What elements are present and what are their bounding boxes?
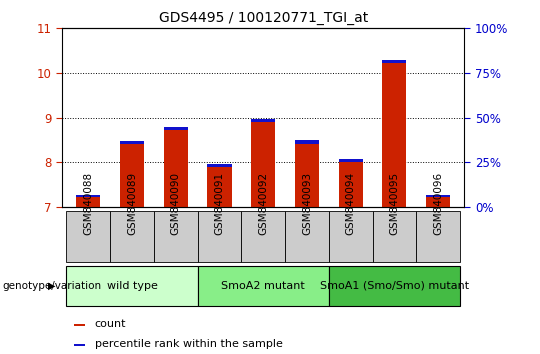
Text: GSM840092: GSM840092 <box>258 172 268 235</box>
Text: GSM840088: GSM840088 <box>83 172 93 235</box>
Text: GSM840095: GSM840095 <box>389 172 400 235</box>
Bar <box>120 144 144 207</box>
Title: GDS4495 / 100120771_TGI_at: GDS4495 / 100120771_TGI_at <box>159 11 368 24</box>
Text: wild type: wild type <box>106 281 158 291</box>
Bar <box>251 119 275 122</box>
Bar <box>76 195 100 197</box>
Bar <box>285 211 329 262</box>
Bar <box>382 60 407 63</box>
Bar <box>382 63 407 207</box>
Text: GSM840094: GSM840094 <box>346 172 356 235</box>
Bar <box>66 211 110 262</box>
Bar <box>120 141 144 144</box>
Bar <box>329 266 460 306</box>
Text: GSM840089: GSM840089 <box>127 172 137 235</box>
Bar <box>416 211 460 262</box>
Bar <box>339 161 363 207</box>
Text: count: count <box>95 319 126 329</box>
Text: GSM840096: GSM840096 <box>433 172 443 235</box>
Bar <box>164 130 188 207</box>
Bar <box>251 122 275 207</box>
Bar <box>426 197 450 207</box>
Bar <box>373 211 416 262</box>
Bar <box>198 211 241 262</box>
Bar <box>207 167 232 207</box>
Bar <box>164 127 188 130</box>
Text: ▶: ▶ <box>48 281 55 291</box>
Text: GSM840091: GSM840091 <box>214 172 225 235</box>
Text: SmoA2 mutant: SmoA2 mutant <box>221 281 305 291</box>
Text: SmoA1 (Smo/Smo) mutant: SmoA1 (Smo/Smo) mutant <box>320 281 469 291</box>
Bar <box>110 211 154 262</box>
Text: genotype/variation: genotype/variation <box>3 281 102 291</box>
Bar <box>76 197 100 207</box>
Bar <box>74 344 85 346</box>
Bar <box>66 266 198 306</box>
Text: GSM840090: GSM840090 <box>171 172 181 235</box>
Bar <box>329 211 373 262</box>
Bar <box>295 144 319 207</box>
Bar <box>154 211 198 262</box>
Bar <box>74 324 85 326</box>
Bar <box>426 195 450 197</box>
Text: percentile rank within the sample: percentile rank within the sample <box>95 339 282 349</box>
Bar <box>241 211 285 262</box>
Bar <box>339 159 363 161</box>
Bar <box>295 140 319 144</box>
Text: GSM840093: GSM840093 <box>302 172 312 235</box>
Bar <box>198 266 329 306</box>
Bar <box>207 164 232 167</box>
